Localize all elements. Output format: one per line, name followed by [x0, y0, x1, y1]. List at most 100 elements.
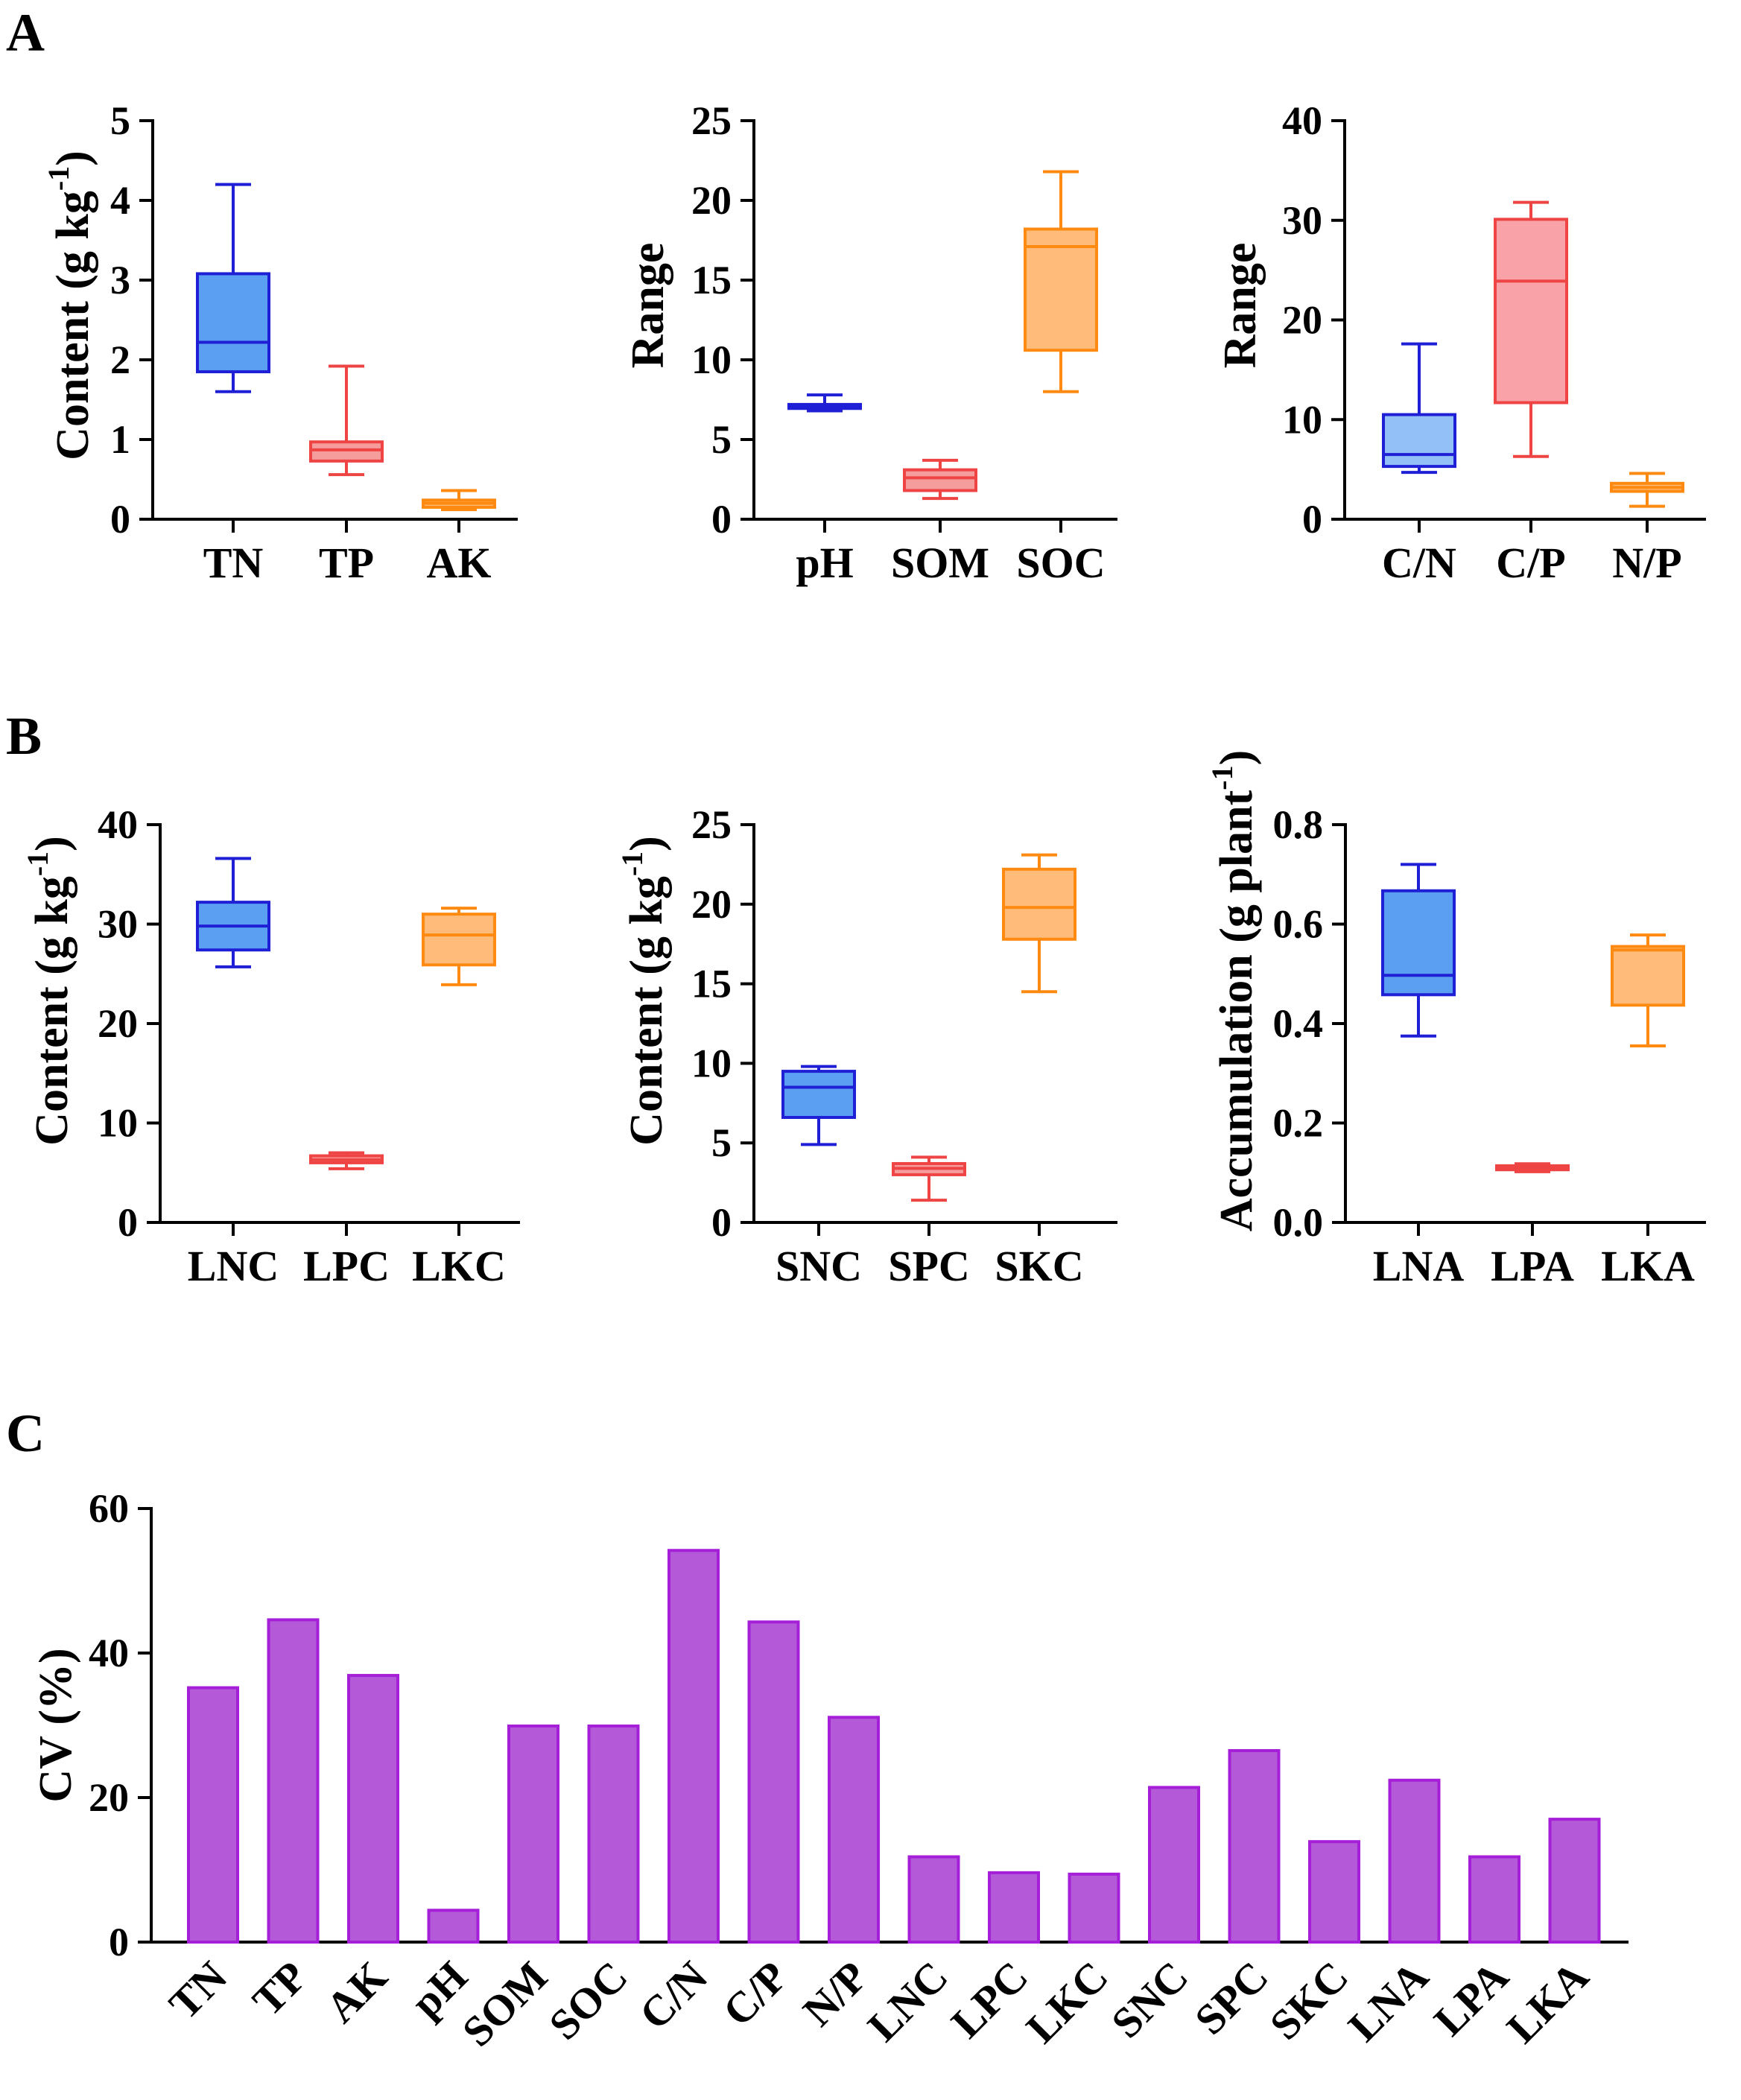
panel-label-a: A — [6, 3, 45, 63]
box-iqr — [196, 272, 270, 374]
box-iqr — [903, 468, 977, 492]
y-tick-label: 0.2 — [1273, 1101, 1324, 1146]
y-tick-label: 40 — [1282, 98, 1322, 143]
y-tick-label: 15 — [691, 258, 732, 302]
box-lpc — [309, 1151, 384, 1170]
box-tn — [196, 183, 270, 393]
bar-n-p — [828, 1716, 880, 1944]
y-axis-title-main: Content (g kg — [621, 876, 672, 1146]
y-axis-title-main: Range — [623, 243, 673, 369]
y-tick-label: 10 — [1282, 397, 1322, 442]
box-iqr — [1382, 413, 1456, 469]
y-tick-label: 15 — [691, 962, 732, 1006]
y-tick-label: 20 — [89, 1775, 129, 1820]
x-tick-label: LPC — [303, 1242, 390, 1290]
y-axis-title-superscript: -1 — [1205, 765, 1239, 790]
y-tick-label: 2 — [110, 337, 130, 382]
bar-ph — [427, 1909, 480, 1944]
x-tick-label: TP — [319, 539, 374, 587]
y-tick-label: 0.0 — [1273, 1200, 1324, 1245]
box-lka — [1611, 933, 1685, 1048]
box-lna — [1381, 863, 1456, 1038]
y-tick-label: 40 — [89, 1631, 129, 1675]
y-tick-label: 5 — [110, 98, 130, 143]
y-axis-title-superscript: -1 — [21, 851, 54, 876]
box-iqr — [1611, 945, 1685, 1007]
y-tick-label: 0.6 — [1273, 902, 1324, 947]
y-tick-label: 10 — [98, 1101, 138, 1146]
y-tick-label: 4 — [110, 178, 130, 223]
box-iqr — [309, 440, 384, 463]
bar-lpa — [1468, 1855, 1520, 1944]
panel-label-c: C — [6, 1403, 45, 1463]
y-axis-title-tail: ) — [48, 150, 98, 166]
chart-b3: 0.0 0.2 0.4 0.6 0.8 LNA LPA LKA Accumulation (g … — [1205, 750, 1706, 1290]
y-tick-label: 30 — [98, 902, 138, 947]
x-tick-label: LPA — [1491, 1242, 1574, 1290]
y-tick-label: 20 — [1282, 298, 1322, 343]
box-c-n — [1382, 342, 1456, 475]
bar-ak — [347, 1674, 399, 1944]
chart-b2: 0 5 10 15 20 25 SNC SPC SKC Content (g kg-1) — [615, 802, 1117, 1290]
y-tick-label: 25 — [691, 802, 732, 847]
y-axis-title: Range — [623, 243, 673, 369]
box-lkc — [422, 907, 496, 986]
chart-a2: 0 5 10 15 20 25 pH SOM SOC Range — [623, 98, 1117, 587]
bar-c-n — [667, 1549, 720, 1944]
bar-lpc — [988, 1871, 1040, 1944]
bar-lnc — [907, 1855, 960, 1944]
x-tick-label: SOC — [1016, 539, 1105, 587]
y-axis-title-main: Content (g kg — [48, 191, 98, 460]
chart-a1: 0 1 2 3 4 5 TN TP AK Content (g kg-1) — [42, 98, 518, 587]
y-axis-title-superscript: -1 — [615, 851, 649, 876]
x-tick-label: TN — [203, 539, 264, 587]
y-axis-title-tail: ) — [621, 836, 672, 851]
y-axis-title: Accumulation (g plant-1) — [1205, 750, 1262, 1231]
x-tick-label: SOM — [891, 539, 989, 587]
x-tick-label: SPC — [888, 1242, 970, 1290]
bar-soc — [587, 1724, 640, 1944]
y-axis-title: Content (g kg-1) — [21, 836, 77, 1146]
y-axis-title: Content (g kg-1) — [615, 836, 672, 1146]
x-tick-label: LKA — [1601, 1242, 1695, 1290]
y-tick-label: 0.4 — [1273, 1001, 1324, 1046]
bar-lka — [1548, 1818, 1601, 1944]
bar-c-p — [747, 1620, 800, 1944]
box-lpa — [1495, 1162, 1570, 1173]
y-tick-label: 0 — [109, 1920, 129, 1964]
y-axis-title-main: Range — [1215, 243, 1266, 369]
box-iqr — [1002, 867, 1076, 941]
y-tick-label: 0 — [118, 1200, 138, 1245]
y-tick-label: 20 — [691, 882, 732, 927]
y-axis-title-superscript: -1 — [42, 166, 75, 191]
box-iqr — [1494, 218, 1568, 405]
box-ak — [422, 489, 496, 512]
x-tick-label: N/P — [1612, 539, 1681, 587]
y-tick-label: 0.8 — [1273, 802, 1324, 847]
box-snc — [781, 1065, 856, 1146]
chart-a3: 0 10 20 30 40 C/N C/P N/P Range — [1215, 98, 1706, 587]
box-iqr — [422, 913, 496, 967]
x-tick-label: C/N — [1382, 539, 1456, 587]
bar-skc — [1308, 1840, 1360, 1944]
box-spc — [892, 1155, 966, 1202]
chart-b1: 0 10 20 30 40 LNC LPC LKC Content (g kg-1) — [21, 802, 520, 1290]
y-tick-label: 30 — [1282, 198, 1322, 243]
y-axis-title-main: Content (g kg — [27, 876, 77, 1146]
y-axis-title-tail: ) — [1211, 750, 1262, 766]
x-tick-label: LNC — [188, 1242, 279, 1290]
box-c-p — [1494, 200, 1568, 458]
x-tick-label: AK — [427, 539, 492, 587]
y-tick-label: 20 — [98, 1001, 138, 1046]
box-iqr — [1381, 889, 1456, 997]
x-tick-label: LNA — [1373, 1242, 1465, 1290]
panel-label-b: B — [6, 706, 42, 766]
y-tick-label: 1 — [110, 417, 130, 462]
y-tick-label: 3 — [110, 258, 130, 302]
y-axis-title-main: Accumulation (g plant — [1211, 790, 1262, 1231]
box-skc — [1002, 853, 1076, 994]
box-tp — [309, 364, 384, 477]
bar-spc — [1228, 1748, 1281, 1944]
